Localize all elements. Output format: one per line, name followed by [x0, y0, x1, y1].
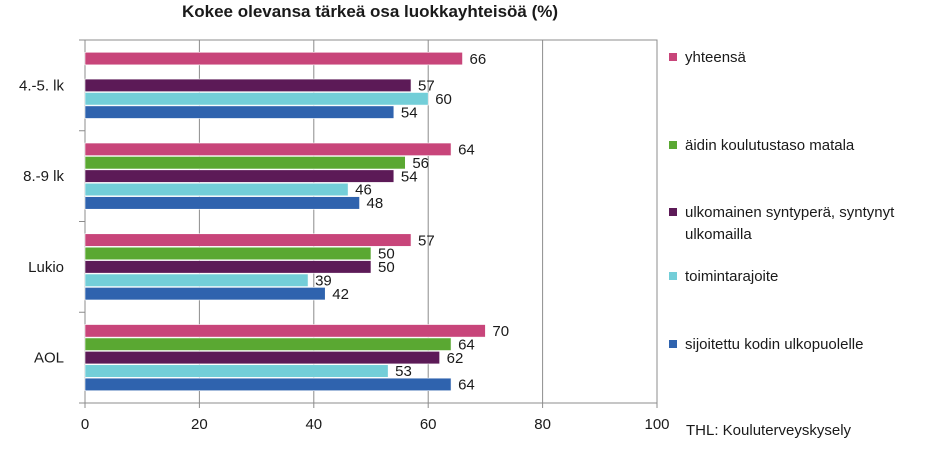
y-category-label: 8.-9 lk — [23, 168, 64, 185]
bar — [84, 156, 406, 170]
data-label: 53 — [395, 363, 412, 380]
x-tick-label: 60 — [420, 416, 437, 433]
data-label: 50 — [378, 246, 395, 263]
data-label: 46 — [355, 182, 372, 199]
data-label: 56 — [412, 155, 429, 172]
data-label: 70 — [492, 323, 509, 340]
data-label: 64 — [458, 142, 475, 159]
legend-label: toimintarajoite — [685, 268, 779, 285]
source-note: THL: Kouluterveyskysely — [686, 422, 852, 439]
bar — [84, 273, 309, 287]
bar — [84, 51, 463, 66]
x-tick-label: 40 — [305, 416, 322, 433]
x-tick-label: 100 — [644, 416, 669, 433]
bar — [84, 78, 412, 92]
y-category-label: Lukio — [28, 259, 64, 276]
chart-title: Kokee olevansa tärkeä osa luokkayhteisöä… — [181, 2, 559, 21]
data-label: 60 — [435, 91, 452, 108]
data-label: 42 — [332, 286, 349, 303]
data-label: 50 — [378, 259, 395, 276]
bar — [84, 169, 395, 183]
legend-label: ulkomainen syntyperä, syntynyt ulkomaill… — [685, 204, 895, 243]
data-label: 64 — [458, 377, 475, 394]
data-label: 54 — [401, 104, 418, 121]
legend-swatch — [669, 141, 677, 149]
data-label: 62 — [447, 350, 464, 367]
data-label: 48 — [367, 195, 384, 212]
data-label: 57 — [418, 232, 435, 249]
bar — [84, 351, 440, 365]
data-label: 54 — [401, 168, 418, 185]
y-category-label: AOL — [34, 350, 64, 367]
x-tick-label: 80 — [534, 416, 551, 433]
data-label: 66 — [470, 51, 487, 68]
data-label: 57 — [418, 78, 435, 95]
bar — [84, 105, 395, 119]
x-tick-label: 20 — [191, 416, 208, 433]
legend-label: yhteensä — [685, 49, 746, 66]
bar — [84, 182, 349, 197]
legend-label: äidin koulutustaso matala — [685, 137, 855, 154]
x-tick-label: 0 — [81, 416, 89, 433]
bar — [84, 287, 326, 301]
bar — [84, 92, 429, 106]
bar — [84, 377, 452, 392]
bar — [84, 364, 389, 378]
data-label: 39 — [315, 272, 332, 289]
legend-swatch — [669, 208, 677, 216]
legend-swatch — [669, 53, 677, 61]
bar — [84, 260, 372, 274]
bar — [84, 142, 452, 156]
data-label: 64 — [458, 336, 475, 353]
bar — [84, 246, 372, 261]
bar — [84, 233, 412, 247]
bar — [84, 337, 452, 351]
legend-swatch — [669, 340, 677, 348]
legend-label: sijoitettu kodin ulkopuolelle — [685, 336, 864, 353]
bar — [84, 196, 360, 210]
y-category-label: 4.-5. lk — [19, 77, 65, 94]
legend-swatch — [669, 272, 677, 280]
bar — [84, 324, 486, 338]
